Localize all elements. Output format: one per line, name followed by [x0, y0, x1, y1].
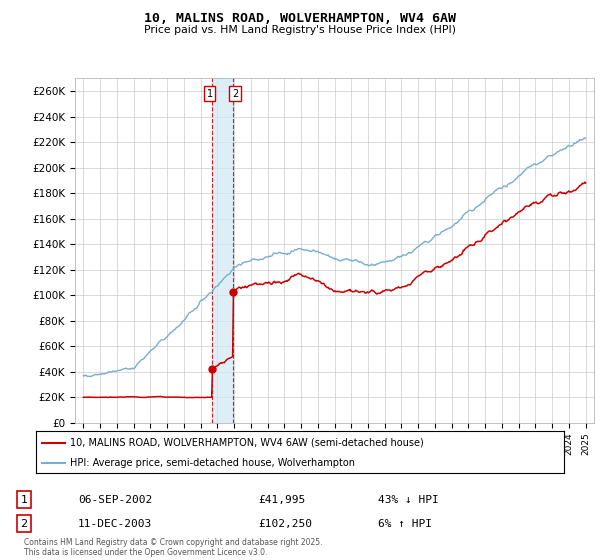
Text: 1: 1	[207, 88, 213, 99]
Text: 1: 1	[20, 494, 28, 505]
Text: 43% ↓ HPI: 43% ↓ HPI	[378, 494, 439, 505]
Text: HPI: Average price, semi-detached house, Wolverhampton: HPI: Average price, semi-detached house,…	[70, 458, 355, 468]
Text: 11-DEC-2003: 11-DEC-2003	[78, 519, 152, 529]
Text: 10, MALINS ROAD, WOLVERHAMPTON, WV4 6AW (semi-detached house): 10, MALINS ROAD, WOLVERHAMPTON, WV4 6AW …	[70, 437, 424, 447]
Text: £41,995: £41,995	[258, 494, 305, 505]
Text: 10, MALINS ROAD, WOLVERHAMPTON, WV4 6AW: 10, MALINS ROAD, WOLVERHAMPTON, WV4 6AW	[144, 12, 456, 25]
Text: Contains HM Land Registry data © Crown copyright and database right 2025.
This d: Contains HM Land Registry data © Crown c…	[24, 538, 323, 557]
Text: 2: 2	[232, 88, 238, 99]
Text: 2: 2	[20, 519, 28, 529]
Text: Price paid vs. HM Land Registry's House Price Index (HPI): Price paid vs. HM Land Registry's House …	[144, 25, 456, 35]
Text: £102,250: £102,250	[258, 519, 312, 529]
Bar	[212, 78, 233, 423]
Text: 6% ↑ HPI: 6% ↑ HPI	[378, 519, 432, 529]
Text: 06-SEP-2002: 06-SEP-2002	[78, 494, 152, 505]
